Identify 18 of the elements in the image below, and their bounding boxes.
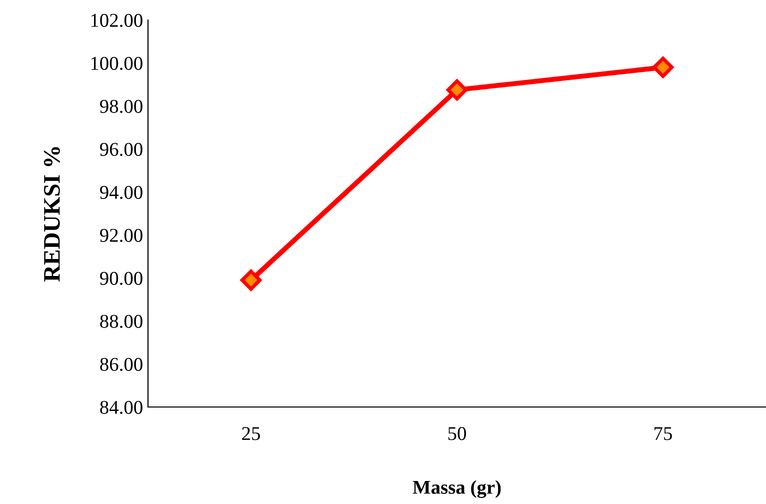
y-tick-label: 102.00 — [91, 14, 142, 28]
y-tick-label: 98.00 — [100, 100, 142, 114]
y-tick-label: 84.00 — [100, 400, 142, 414]
y-tick-label: 88.00 — [100, 314, 142, 328]
y-axis-title: REDUKSI % — [44, 147, 60, 282]
point — [240, 270, 262, 291]
y-tick-label: 92.00 — [100, 228, 142, 242]
x-tick-label: 75 — [654, 427, 672, 440]
point — [652, 56, 674, 78]
y-tick-label: 96.00 — [100, 142, 142, 156]
x-tick-label: 25 — [242, 427, 260, 440]
y-tick-label: 100.00 — [91, 56, 142, 70]
x-tick-label: 50 — [448, 427, 466, 440]
point — [446, 79, 468, 100]
x-axis-title: Massa (gr) — [412, 480, 501, 498]
y-tick-label: 86.00 — [100, 358, 142, 372]
y-tick-label: 90.00 — [100, 272, 142, 286]
y-tick-label: 94.00 — [100, 186, 142, 200]
